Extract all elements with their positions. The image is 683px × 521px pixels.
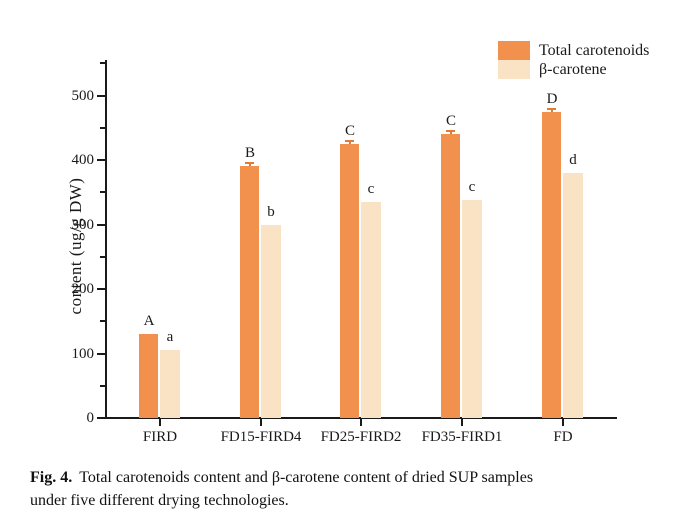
bar-beta-carotene [563, 172, 583, 418]
bar-letter-beta: d [569, 151, 577, 168]
legend-item: Total carotenoids [498, 41, 649, 60]
figure-caption: Fig. 4. Total carotenoids content and β-c… [30, 466, 670, 512]
carotenoid-bar-chart: 0 100 200 300 400 500 FIRD FD15-FIRD4 FD25-FIRD2… [66, 60, 617, 445]
y-axis-tick-label: 400 [71, 152, 95, 168]
y-axis-major-tick [97, 352, 105, 355]
y-axis-tick-label: 0 [86, 410, 95, 426]
bar-letter-beta: a [166, 329, 174, 346]
x-axis-category-label: FD15-FIRD4 [220, 429, 302, 445]
caption-line2: under five different drying technologies… [30, 492, 289, 509]
bar-total-carotenoids [240, 166, 259, 418]
x-axis-tick [159, 419, 161, 426]
bar-letter-total: A [143, 313, 155, 330]
legend-label: Total carotenoids [539, 42, 650, 59]
legend-swatch [498, 60, 530, 79]
bar-letter-total: C [344, 122, 355, 139]
y-axis-minor-tick [100, 320, 105, 323]
y-axis-minor-tick [100, 126, 105, 129]
y-axis-major-tick [97, 288, 105, 290]
bar-letter-total: D [546, 90, 558, 107]
y-axis-title: content (ug/g DW) [66, 177, 85, 315]
y-axis-line [105, 60, 107, 419]
bar-beta-carotene [261, 224, 281, 418]
bar-beta-carotene [361, 201, 381, 418]
y-axis-minor-tick [100, 384, 105, 387]
bar-total-carotenoids [441, 134, 460, 418]
x-axis-tick [360, 419, 362, 426]
caption-label: Fig. 4. [30, 469, 73, 486]
x-axis-tick [562, 419, 564, 426]
y-axis-tick-label: 300 [71, 216, 95, 233]
y-axis-major-tick [97, 159, 105, 161]
legend-swatch [498, 41, 530, 60]
x-axis-category-label: FD [553, 429, 573, 445]
y-axis-major-tick [97, 223, 105, 226]
y-axis-minor-tick [100, 62, 105, 65]
x-axis-category-label: FIRD [142, 429, 178, 445]
legend-item: β-carotene [498, 60, 649, 79]
bar-total-carotenoids [139, 334, 158, 418]
bar-beta-carotene [160, 350, 180, 418]
y-axis-major-tick [97, 94, 105, 97]
bar-letter-total: B [244, 145, 255, 162]
bar-total-carotenoids [542, 111, 561, 418]
bar-letter-beta: c [367, 180, 375, 197]
bar-beta-carotene [462, 199, 482, 418]
x-axis-tick [461, 419, 463, 426]
x-axis-line [105, 417, 617, 419]
error-bar-stem [449, 130, 452, 135]
x-axis-category-label: FD35-FIRD1 [421, 429, 503, 445]
y-axis-tick-label: 500 [71, 87, 95, 104]
error-bar-stem [248, 162, 251, 167]
chart-legend: Total carotenoids β-carotene [498, 41, 649, 79]
y-axis-tick-label: 200 [71, 281, 95, 297]
y-axis-major-tick [97, 417, 105, 419]
bar-letter-total: C [445, 113, 456, 130]
y-axis-minor-tick [100, 255, 105, 258]
x-axis-tick [260, 419, 262, 426]
legend-label: β-carotene [539, 61, 607, 78]
caption-line1: Total carotenoids content and β-carotene… [79, 469, 534, 486]
bar-letter-beta: c [468, 178, 476, 195]
bar-letter-beta: b [267, 203, 275, 220]
y-axis-tick-label: 100 [71, 345, 95, 362]
bar-total-carotenoids [340, 143, 359, 418]
error-bar-stem [550, 107, 553, 112]
y-axis-minor-tick [100, 191, 105, 194]
error-bar-stem [348, 139, 351, 144]
x-axis-category-label: FD25-FIRD2 [320, 429, 402, 445]
